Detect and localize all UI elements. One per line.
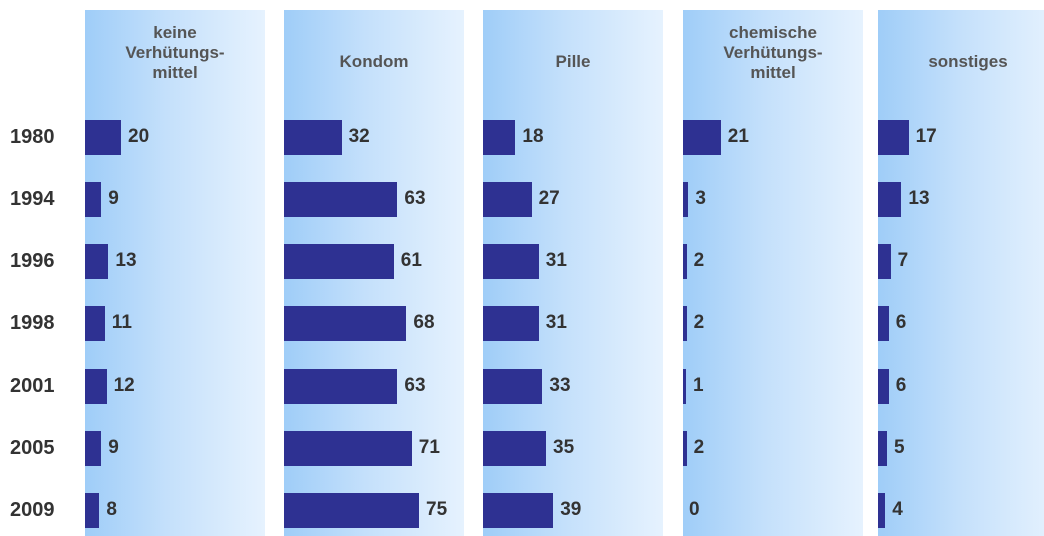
bar-4-1998 (878, 305, 889, 341)
bar-0-1994 (85, 181, 102, 217)
bar-3-1994 (683, 181, 689, 217)
data-label-0-1996: 13 (115, 250, 137, 271)
bar-2-2009 (483, 492, 554, 528)
data-label-2-1996: 31 (545, 250, 567, 271)
bar-1-1980 (284, 119, 342, 155)
panel-3: chemische Verhütungs- mittel 21 3 2 2 1 2 0 (683, 10, 863, 536)
panel-0: keine Verhütungs- mittel 20 9 13 11 12 9 8 (85, 10, 265, 536)
data-label-4-2005: 5 (894, 437, 905, 458)
panel-4: sonstiges 17 13 7 6 6 5 4 (878, 10, 1044, 536)
bar-2-1996 (483, 243, 539, 279)
year-label-1994: 1994 (10, 188, 55, 210)
data-label-4-2001: 6 (895, 375, 907, 396)
bar-3-1980 (683, 119, 721, 155)
series-title-1: Kondom (339, 52, 409, 71)
bar-1-2005 (284, 430, 412, 466)
bar-1-1998 (284, 305, 407, 341)
series-title-4: sonstiges (928, 52, 1008, 71)
bar-0-2009 (85, 492, 100, 528)
data-label-3-2009: 0 (689, 499, 700, 520)
data-label-2-2005: 35 (553, 437, 575, 458)
year-label-2001: 2001 (10, 375, 55, 397)
bar-2-2001 (483, 368, 543, 404)
data-label-3-2001: 1 (693, 375, 704, 396)
data-label-3-1980: 21 (727, 126, 749, 147)
data-label-0-1998: 11 (111, 312, 132, 333)
bar-2-1998 (483, 305, 539, 341)
data-label-4-1996: 7 (897, 250, 909, 271)
data-label-1-1980: 32 (348, 126, 370, 147)
bar-4-1994 (878, 181, 902, 217)
data-label-1-2005: 71 (418, 437, 440, 458)
data-label-3-1994: 3 (695, 188, 706, 209)
bar-3-2005 (683, 430, 687, 466)
data-label-2-1998: 31 (545, 312, 567, 333)
data-label-3-2005: 2 (693, 437, 705, 458)
bar-4-1996 (878, 243, 891, 279)
bar-1-2001 (284, 368, 398, 404)
data-label-0-1994: 9 (108, 188, 119, 209)
panel-1: Kondom 32 63 61 68 63 71 75 (284, 10, 464, 536)
data-label-4-1994: 13 (908, 188, 930, 209)
year-label-1980: 1980 (10, 126, 55, 148)
series-title-3: chemische Verhütungs- mittel (723, 23, 823, 82)
bar-0-1980 (85, 119, 121, 155)
data-label-1-2009: 75 (426, 499, 448, 520)
data-label-0-2001: 12 (113, 375, 135, 396)
year-label-2009: 2009 (10, 499, 55, 521)
series-title-2: Pille (555, 52, 591, 71)
data-label-1-2001: 63 (404, 375, 426, 396)
bar-2-2005 (483, 430, 546, 466)
year-label-1996: 1996 (10, 250, 55, 272)
data-label-2-2001: 33 (549, 375, 571, 396)
bar-3-1996 (683, 243, 687, 279)
data-label-0-2005: 9 (108, 437, 119, 458)
series-title-0: keine Verhütungs- mittel (125, 23, 225, 82)
bar-1-1996 (284, 243, 394, 279)
data-label-4-1998: 6 (895, 312, 907, 333)
year-label-2005: 2005 (10, 437, 55, 459)
bar-4-2009 (878, 492, 886, 528)
bar-0-1996 (85, 243, 109, 279)
data-label-0-1980: 20 (128, 126, 150, 147)
bar-2-1980 (483, 119, 516, 155)
data-label-3-1996: 2 (693, 250, 705, 271)
bar-0-1998 (85, 305, 105, 341)
data-label-1-1994: 63 (404, 188, 426, 209)
bar-4-2001 (878, 368, 889, 404)
data-label-1-1998: 68 (413, 312, 435, 333)
data-label-1-1996: 61 (400, 250, 422, 271)
panel-2: Pille 18 27 31 31 33 35 39 (483, 10, 663, 536)
bar-1-1994 (284, 181, 398, 217)
data-label-4-2009: 4 (892, 499, 903, 520)
data-label-4-1980: 17 (915, 126, 937, 147)
bar-4-2005 (878, 430, 887, 466)
bar-3-2001 (683, 368, 686, 404)
data-label-3-1998: 2 (693, 312, 705, 333)
data-label-2-1980: 18 (522, 126, 544, 147)
bar-0-2005 (85, 430, 102, 466)
data-label-2-1994: 27 (538, 188, 560, 209)
bar-4-1980 (878, 119, 909, 155)
year-label-1998: 1998 (10, 312, 55, 334)
data-label-2-2009: 39 (560, 499, 582, 520)
bar-2-1994 (483, 181, 532, 217)
bar-1-2009 (284, 492, 419, 528)
data-label-0-2009: 8 (106, 499, 117, 520)
bar-3-1998 (683, 305, 687, 341)
bar-0-2001 (85, 368, 107, 404)
